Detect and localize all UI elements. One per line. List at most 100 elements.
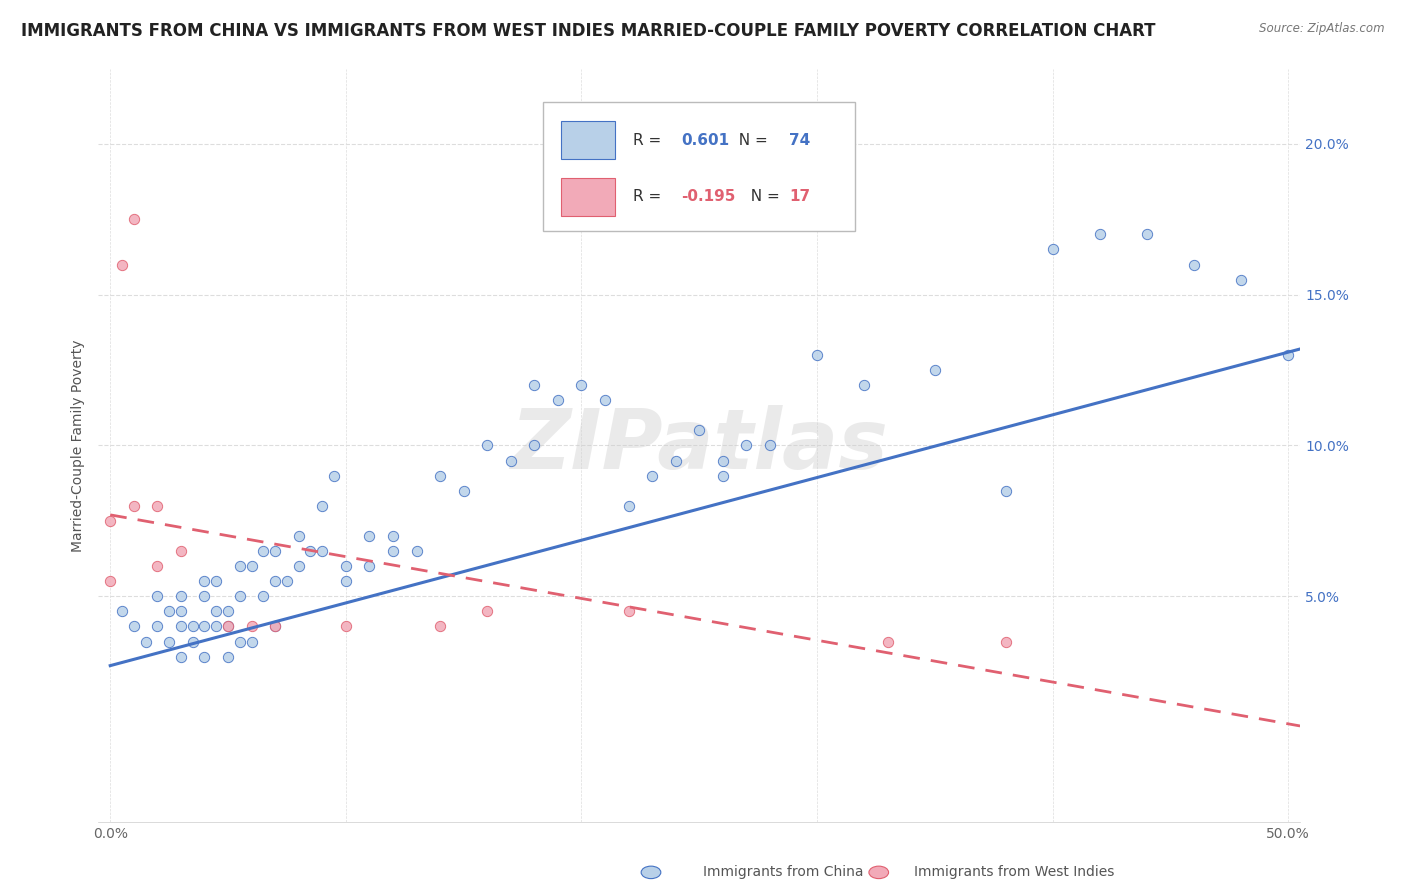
Point: [429, 619, 451, 633]
Point: [264, 619, 287, 633]
Text: Immigrants from West Indies: Immigrants from West Indies: [914, 865, 1115, 880]
Text: ZIPatlas: ZIPatlas: [510, 405, 889, 486]
Point: [617, 604, 640, 618]
Point: [477, 604, 499, 618]
Point: [641, 468, 664, 483]
Point: [876, 634, 898, 648]
Point: [359, 529, 381, 543]
Bar: [561, 178, 616, 216]
Point: [1042, 243, 1064, 257]
Text: Source: ZipAtlas.com: Source: ZipAtlas.com: [1260, 22, 1385, 36]
Point: [170, 649, 193, 664]
Point: [759, 438, 782, 452]
Point: [499, 453, 522, 467]
Point: [98, 514, 121, 528]
Point: [276, 574, 298, 589]
Point: [157, 634, 180, 648]
Point: [477, 438, 499, 452]
Text: 74: 74: [789, 133, 811, 148]
Point: [181, 634, 204, 648]
Point: [264, 574, 287, 589]
Point: [135, 634, 157, 648]
Point: [994, 634, 1017, 648]
FancyBboxPatch shape: [543, 103, 855, 231]
Point: [1088, 227, 1111, 242]
Point: [252, 589, 274, 603]
Point: [217, 604, 239, 618]
Bar: [561, 121, 616, 159]
Point: [229, 589, 252, 603]
Point: [193, 649, 215, 664]
Point: [311, 544, 333, 558]
Point: [240, 619, 263, 633]
Point: [1230, 272, 1253, 286]
Point: [523, 438, 546, 452]
Point: [264, 544, 287, 558]
Point: [146, 589, 169, 603]
Point: [381, 544, 404, 558]
Point: [193, 574, 215, 589]
Point: [264, 619, 287, 633]
Point: [335, 574, 357, 589]
Point: [735, 438, 758, 452]
Point: [181, 619, 204, 633]
Point: [111, 604, 134, 618]
Point: [547, 393, 569, 408]
Point: [323, 468, 346, 483]
Text: N =: N =: [741, 189, 785, 204]
Point: [229, 559, 252, 574]
Point: [571, 378, 593, 392]
Point: [146, 559, 169, 574]
Point: [252, 544, 274, 558]
Point: [924, 363, 946, 377]
Point: [122, 619, 145, 633]
Point: [170, 604, 193, 618]
Point: [146, 619, 169, 633]
Point: [1136, 227, 1159, 242]
Point: [157, 604, 180, 618]
Point: [359, 559, 381, 574]
Point: [170, 589, 193, 603]
Text: IMMIGRANTS FROM CHINA VS IMMIGRANTS FROM WEST INDIES MARRIED-COUPLE FAMILY POVER: IMMIGRANTS FROM CHINA VS IMMIGRANTS FROM…: [21, 22, 1156, 40]
Point: [665, 453, 688, 467]
Point: [711, 453, 734, 467]
Text: 0.601: 0.601: [682, 133, 730, 148]
Point: [405, 544, 427, 558]
Y-axis label: Married-Couple Family Poverty: Married-Couple Family Poverty: [72, 339, 86, 552]
Point: [335, 619, 357, 633]
Point: [429, 468, 451, 483]
Point: [593, 393, 616, 408]
Point: [205, 604, 228, 618]
Point: [146, 499, 169, 513]
Point: [193, 619, 215, 633]
Point: [170, 619, 193, 633]
Text: R =: R =: [633, 133, 666, 148]
Point: [381, 529, 404, 543]
Point: [111, 258, 134, 272]
Point: [98, 574, 121, 589]
Point: [311, 499, 333, 513]
Point: [453, 483, 475, 498]
Point: [205, 574, 228, 589]
Point: [122, 499, 145, 513]
Point: [170, 544, 193, 558]
Point: [240, 634, 263, 648]
Point: [193, 589, 215, 603]
Point: [617, 499, 640, 513]
Point: [523, 378, 546, 392]
Point: [1277, 348, 1299, 362]
Point: [335, 559, 357, 574]
Point: [853, 378, 876, 392]
Point: [122, 212, 145, 227]
Point: [217, 619, 239, 633]
Point: [688, 424, 710, 438]
Point: [287, 529, 309, 543]
Text: 17: 17: [789, 189, 810, 204]
Point: [1182, 258, 1205, 272]
Text: N =: N =: [730, 133, 773, 148]
Point: [806, 348, 828, 362]
Point: [205, 619, 228, 633]
Text: R =: R =: [633, 189, 666, 204]
Text: Immigrants from China: Immigrants from China: [703, 865, 863, 880]
Point: [240, 559, 263, 574]
